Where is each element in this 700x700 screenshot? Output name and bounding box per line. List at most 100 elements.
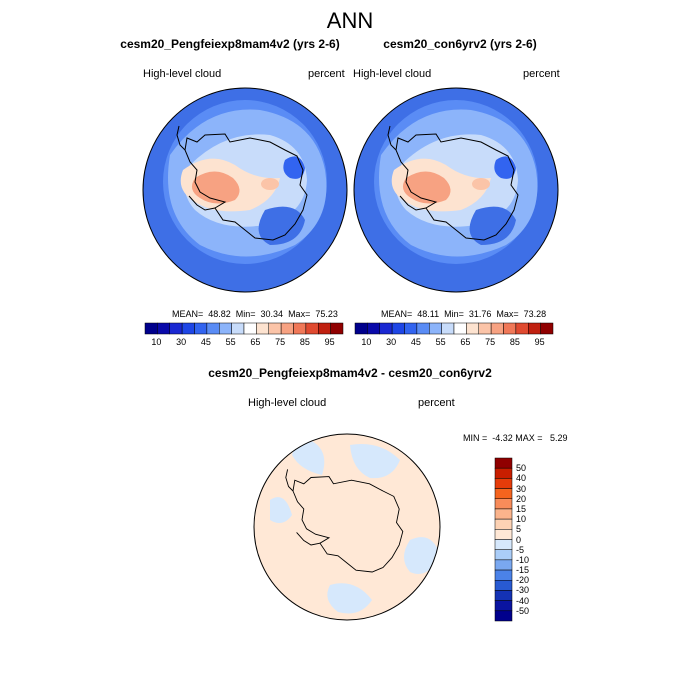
colorbar-tick-label: -40 <box>516 595 530 606</box>
panel-2-units-label: percent <box>523 68 560 80</box>
colorbar-swatch <box>494 600 513 612</box>
colorbar-swatch <box>194 322 208 335</box>
colorbar-swatch <box>490 322 504 335</box>
panel-2-map-border <box>353 87 559 293</box>
colorbar-tick-label: 30 <box>176 337 187 347</box>
colorbar-swatch <box>305 322 319 335</box>
colorbar-tick-label: -10 <box>516 554 530 565</box>
colorbar-tick-label: 85 <box>509 337 520 347</box>
colorbar-tick-label: 15 <box>516 503 527 514</box>
colorbar-tick-label: -30 <box>516 585 530 596</box>
colorbar-swatch <box>144 322 158 335</box>
colorbar-tick-label: 55 <box>435 337 446 347</box>
colorbar-swatch <box>494 508 513 520</box>
colorbar-tick-label: 45 <box>410 337 421 347</box>
colorbar-tick-label: 5 <box>516 524 522 535</box>
colorbar-tick-label: 85 <box>299 337 310 347</box>
colorbar-swatch <box>404 322 418 335</box>
diff-panel-title: cesm20_Pengfeiexp8mam4v2 - cesm20_con6yr… <box>208 366 492 380</box>
colorbar-swatch <box>219 322 232 335</box>
panel-1-map <box>143 88 347 292</box>
colorbar-swatch <box>494 610 513 622</box>
colorbar-swatch <box>243 322 257 335</box>
colorbar-swatch <box>494 580 513 591</box>
colorbar-swatch <box>494 457 513 469</box>
colorbar-tick-label: 95 <box>534 337 545 347</box>
colorbar-swatch <box>429 322 442 335</box>
panel-2-colorbar <box>354 322 554 335</box>
panel-1-units-label: percent <box>308 68 345 80</box>
panel-1-map-border <box>142 87 348 293</box>
colorbar-swatch <box>367 322 380 335</box>
panel-2-map <box>354 88 558 292</box>
main-title: ANN <box>326 8 374 33</box>
colorbar-swatch <box>494 518 513 530</box>
colorbar-swatch <box>268 322 282 335</box>
colorbar-swatch <box>391 322 405 335</box>
colorbar-tick-label: 0 <box>516 534 522 545</box>
colorbar-swatch <box>157 322 170 335</box>
colorbar-tick-label: 40 <box>516 473 527 484</box>
panel-2-stats: MEAN= 48.11 Min= 31.76 Max= 73.28 <box>381 309 547 319</box>
colorbar-swatch <box>515 322 529 335</box>
colorbar-swatch <box>453 322 467 335</box>
colorbar-swatch <box>256 322 269 335</box>
colorbar-swatch <box>494 488 513 499</box>
colorbar-swatch <box>231 322 245 335</box>
colorbar-swatch <box>354 322 368 335</box>
panel-2-variable-label: High-level cloud <box>353 68 432 80</box>
colorbar-swatch <box>494 590 513 601</box>
diff-variable-label: High-level cloud <box>248 397 327 409</box>
colorbar-tick-label: 50 <box>516 463 527 474</box>
colorbar-tick-label: -50 <box>516 605 530 616</box>
panel-2-title: cesm20_con6yrv2 (yrs 2-6) <box>383 37 537 51</box>
colorbar-swatch <box>494 467 513 479</box>
colorbar-tick-label: -15 <box>516 565 530 576</box>
colorbar-swatch <box>478 322 492 335</box>
colorbar-swatch <box>540 322 554 335</box>
colorbar-swatch <box>494 569 513 581</box>
colorbar-swatch <box>494 559 513 571</box>
diff-units-label: percent <box>418 397 455 409</box>
colorbar-tick-label: 95 <box>324 337 335 347</box>
panel-1-colorbar <box>144 322 344 335</box>
colorbar-swatch <box>494 478 513 489</box>
colorbar-swatch <box>293 322 307 335</box>
colorbar-swatch <box>441 322 455 335</box>
colorbar-tick-label: 30 <box>516 483 527 494</box>
colorbar-swatch <box>330 322 344 335</box>
colorbar-tick-label: 30 <box>386 337 397 347</box>
colorbar-tick-label: 55 <box>225 337 236 347</box>
diff-colorbar <box>494 457 513 622</box>
panel-1-variable-label: High-level cloud <box>143 68 222 80</box>
colorbar-swatch <box>181 322 195 335</box>
colorbar-swatch <box>494 529 513 540</box>
colorbar-swatch <box>466 322 479 335</box>
colorbar-tick-label: 20 <box>516 493 527 504</box>
colorbar-swatch <box>494 539 513 550</box>
colorbar-tick-label: 45 <box>200 337 211 347</box>
panel-1-stats: MEAN= 48.82 Min= 30.34 Max= 75.23 <box>172 309 338 319</box>
colorbar-tick-label: 75 <box>485 337 496 347</box>
colorbar-tick-label: -20 <box>516 575 530 586</box>
panel-1-title: cesm20_Pengfeiexp8mam4v2 (yrs 2-6) <box>120 37 340 51</box>
diff-map <box>254 434 440 620</box>
colorbar-tick-label: 10 <box>361 337 372 347</box>
colorbar-swatch <box>494 549 513 561</box>
colorbar-swatch <box>528 322 541 335</box>
colorbar-swatch <box>494 498 513 510</box>
diff-map-border <box>253 433 441 621</box>
colorbar-tick-label: 10 <box>151 337 162 347</box>
diff-minmax: MIN = -4.32 MAX = 5.29 <box>463 433 568 443</box>
colorbar-swatch <box>206 322 220 335</box>
colorbar-swatch <box>169 322 183 335</box>
colorbar-swatch <box>379 322 393 335</box>
colorbar-swatch <box>503 322 517 335</box>
colorbar-tick-label: 65 <box>250 337 261 347</box>
colorbar-tick-label: 65 <box>460 337 471 347</box>
colorbar-swatch <box>318 322 331 335</box>
colorbar-swatch <box>280 322 294 335</box>
colorbar-tick-label: 75 <box>275 337 286 347</box>
colorbar-tick-label: 10 <box>516 514 527 525</box>
